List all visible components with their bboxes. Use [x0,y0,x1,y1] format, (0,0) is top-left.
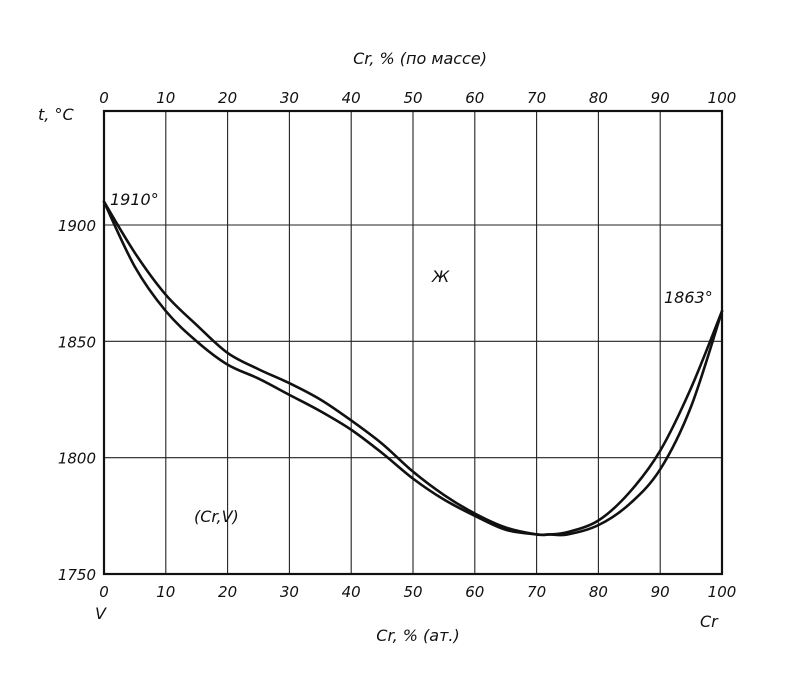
plot-frame [102,109,724,576]
x-tick-label: 10 [156,583,175,601]
y-axis-label: t, °C [38,105,74,124]
x-tick-label: 20 [218,583,237,601]
top-x-tick-label: 30 [280,89,299,107]
liquidus-curve [102,200,724,537]
x-tick-label: 90 [651,583,670,601]
y-tick-label: 1750 [58,566,96,584]
solidus-curve [102,200,724,537]
y-tick-label: 1800 [58,450,96,468]
y-tick-label: 1850 [58,333,96,351]
top-x-tick-label: 40 [342,89,361,107]
right-element-label: Cr [700,612,719,631]
x-tick-label: 80 [589,583,608,601]
x-tick-label: 100 [708,583,737,601]
bottom-axis-label: Cr, % (ат.) [376,626,459,645]
y-tick-label: 1900 [58,217,96,235]
x-tick-label: 40 [342,583,361,601]
curves [102,200,724,537]
left-element-label: V [95,604,107,623]
top-x-tick-label: 60 [465,89,484,107]
x-tick-label: 0 [99,583,109,601]
gridlines [104,111,722,574]
top-x-tick-label: 50 [403,89,422,107]
x-tick-label: 30 [280,583,299,601]
x-tick-label: 60 [465,583,484,601]
top-x-tick-label: 20 [218,89,237,107]
v-melting-annotation: 1910° [110,190,159,209]
cr-melting-annotation: 1863° [664,288,713,307]
solid-solution-label: (Cr,V) [194,507,239,526]
x-tick-label: 50 [403,583,422,601]
top-x-tick-label: 0 [99,89,109,107]
top-x-tick-label: 90 [651,89,670,107]
top-x-tick-label: 80 [589,89,608,107]
top-x-tick-label: 10 [156,89,175,107]
top-axis-label: Cr, % (по массе) [353,49,487,68]
x-tick-label: 70 [527,583,546,601]
tick-labels: 0 10 20 30 40 50 60 70 80 90 100 0 10 20 30 40 50 60 70 80 9… [58,89,737,601]
top-x-tick-label: 70 [527,89,546,107]
top-x-tick-label: 100 [708,89,737,107]
liquid-region-label: Ж [431,267,450,286]
